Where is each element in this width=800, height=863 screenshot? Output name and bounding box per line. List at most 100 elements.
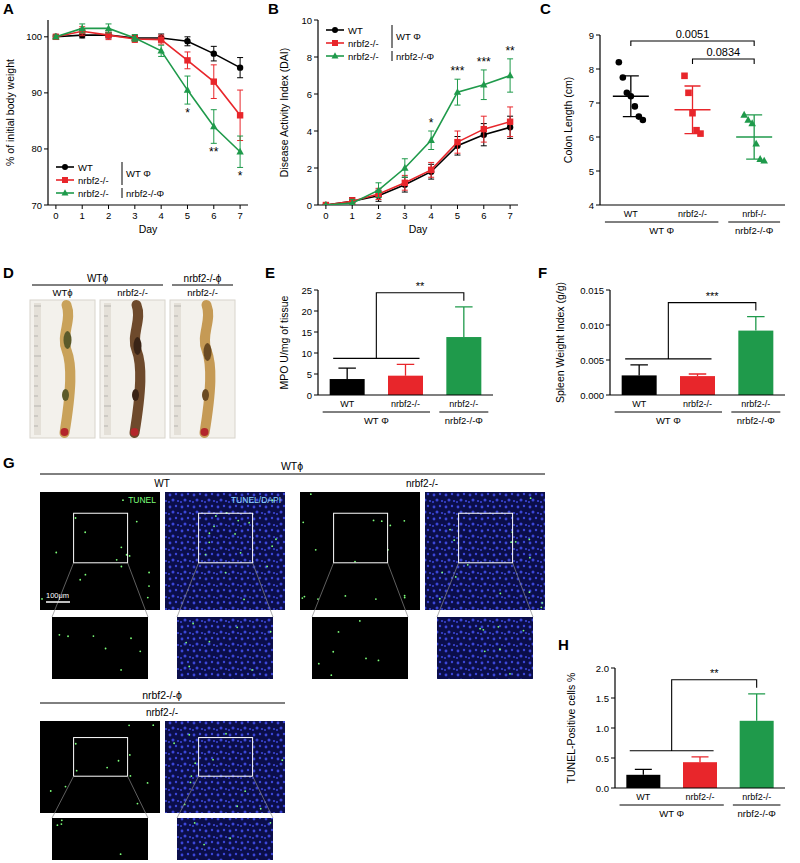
legend-label: nrbf2-/- <box>348 38 379 49</box>
tunel-dot <box>139 650 141 652</box>
y-tick-label: 10 <box>301 15 312 26</box>
y-tick-label: 4 <box>307 126 312 137</box>
photo <box>100 300 165 438</box>
marker <box>131 34 138 41</box>
tunel-dot <box>318 663 320 665</box>
ruler-tick <box>104 346 108 347</box>
zoom-line <box>253 563 273 617</box>
zoom-line <box>388 563 408 617</box>
ruler-tick <box>104 416 108 417</box>
x-tick-label: 7 <box>507 210 512 221</box>
y-tick-label: 8 <box>307 52 312 63</box>
inset-box <box>459 513 513 563</box>
x-tick <box>161 205 162 209</box>
subheader: nrbf2-/- <box>146 707 178 718</box>
marker <box>52 33 59 40</box>
marker <box>454 139 460 145</box>
tunel-dot <box>234 533 236 535</box>
ruler-tick <box>104 426 108 427</box>
bar <box>738 331 773 395</box>
colon <box>205 305 211 433</box>
group-line <box>620 805 724 806</box>
x-tick-label: 4 <box>159 210 164 221</box>
y-tick <box>314 20 318 21</box>
error-bar <box>376 183 382 198</box>
significance-bracket <box>693 59 755 64</box>
ruler-tick <box>174 306 181 307</box>
x-tick <box>378 205 379 209</box>
point <box>740 111 748 118</box>
tunel-dot <box>128 724 130 726</box>
legend-group: nrbf2-/-Φ <box>396 51 435 62</box>
group-line <box>615 412 722 413</box>
ruler-tick <box>34 396 38 397</box>
figure: A708090100% of initial body weight012345… <box>0 0 800 863</box>
error-bar <box>237 58 243 78</box>
plot-area <box>52 24 244 168</box>
point <box>748 119 756 126</box>
marker <box>211 50 217 56</box>
tunel-dot <box>484 650 486 652</box>
tunel-dot <box>338 631 340 633</box>
y-tick-label: 8 <box>589 64 594 75</box>
y-tick-label: 1.0 <box>596 723 609 734</box>
x-axis <box>318 394 493 395</box>
y-tick-label: 6 <box>307 89 312 100</box>
tunel-dot <box>365 658 367 660</box>
error-bar <box>689 374 707 376</box>
tunel-dot <box>449 529 451 531</box>
marker <box>427 136 434 143</box>
y-tick-label: 0.5 <box>596 753 609 764</box>
marker <box>210 123 217 130</box>
micrograph <box>177 818 273 860</box>
series-line <box>326 122 510 205</box>
tunel-dot <box>332 651 334 653</box>
error-bar <box>748 694 765 721</box>
tunel-dot <box>441 572 443 574</box>
tunel-dot <box>105 648 107 650</box>
x-axis-title: Day <box>409 223 428 235</box>
tunel-dot <box>453 539 455 541</box>
x-axis <box>600 204 785 205</box>
x-tick-label: 3 <box>132 210 137 221</box>
y-tick <box>44 36 48 37</box>
colon-content <box>132 389 139 401</box>
header-line <box>40 474 545 475</box>
marker <box>211 78 217 84</box>
tunel-dot <box>529 591 531 593</box>
y-axis-title: Disease Activity Index (DAI) <box>278 48 290 178</box>
x-tick-label: 2 <box>376 210 381 221</box>
error-bar <box>184 52 190 69</box>
x-tick-label: WT <box>632 399 646 409</box>
group-label: nrbf2-/-Φ <box>737 415 776 426</box>
micrograph <box>40 492 160 610</box>
significance-bracket <box>625 303 756 359</box>
x-tick <box>457 205 458 209</box>
tunel-dot <box>58 634 60 636</box>
y-tick-label: 0.005 <box>580 355 604 366</box>
tunel-dot <box>118 760 120 762</box>
error-bar <box>349 199 355 205</box>
x-tick-label: 0 <box>323 210 328 221</box>
tunel-dot <box>541 602 543 604</box>
tunel-dot <box>61 819 63 821</box>
y-tick-label: 9 <box>589 30 594 41</box>
group-label: WT Φ <box>649 225 674 236</box>
x-tick-label: WT <box>624 209 638 219</box>
y-axis-title: Spleen Weight Index (g/g) <box>554 282 566 403</box>
legend-marker <box>332 40 338 46</box>
panel-label: E <box>265 264 275 281</box>
y-tick-label: 2 <box>307 163 312 174</box>
tunel-dot <box>120 669 122 671</box>
photo <box>170 300 235 438</box>
plot-area <box>626 694 773 788</box>
plot-area <box>330 307 482 395</box>
photo-header: nrbf2-/-ϕ <box>184 273 222 284</box>
photo-label: nrbf2-/- <box>117 287 148 298</box>
y-tick <box>596 103 600 104</box>
tunel-dot <box>523 630 525 632</box>
zoom-line <box>177 776 199 818</box>
x-tick-label: nrbf2-/- <box>741 399 770 409</box>
micrograph <box>52 818 148 860</box>
tunel-dot <box>173 742 175 744</box>
